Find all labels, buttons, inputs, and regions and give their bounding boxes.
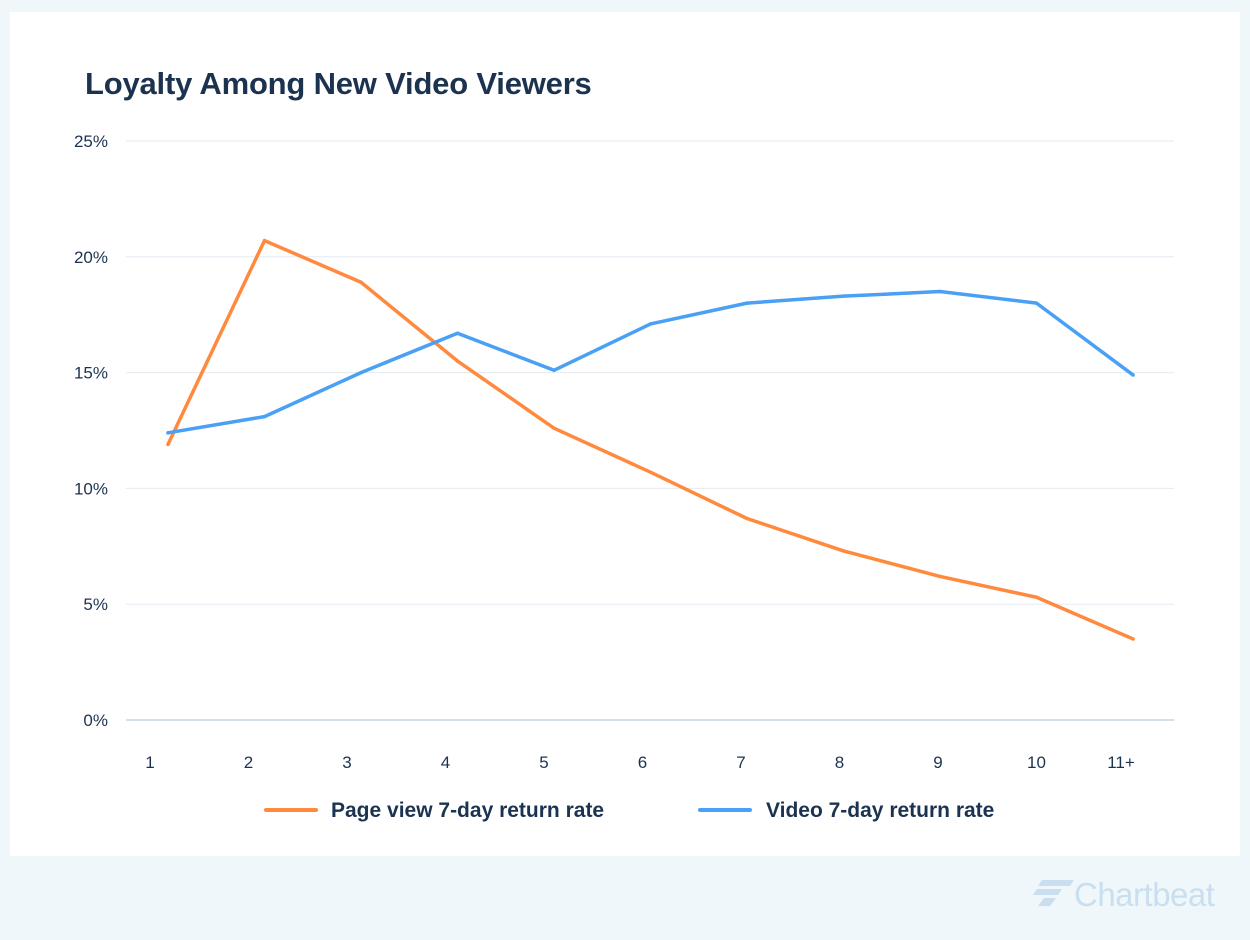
page-view-data-point: [1034, 595, 1039, 600]
page-view-data-point: [1131, 637, 1135, 641]
video-data-point: [455, 331, 460, 335]
x-axis-tick-labels: 1 2 3 4 5 6 7 8 9 10 11+: [145, 753, 1135, 772]
video-data-point: [1034, 301, 1039, 305]
page-view-data-point: [552, 426, 556, 430]
legend-label: Page view 7-day return rate: [331, 799, 604, 822]
page-view-data-point: [938, 574, 942, 579]
x-tick-label: 4: [441, 753, 450, 772]
x-tick-label: 8: [835, 753, 844, 772]
x-tick-label: 6: [638, 753, 647, 772]
video-data-point: [938, 289, 942, 294]
video-data-point: [262, 414, 267, 419]
x-tick-label: 7: [736, 753, 745, 772]
chart-title: Loyalty Among New Video Viewers: [85, 66, 592, 101]
page-view-data-point: [841, 549, 846, 553]
series-lines: [166, 238, 1135, 641]
video-data-point: [552, 368, 556, 373]
x-tick-label: 11+: [1107, 753, 1135, 772]
legend: Page view 7-day return rate Video 7-day r…: [264, 799, 994, 822]
video-data-point: [841, 294, 846, 298]
video-data-point: [1131, 373, 1135, 377]
y-tick-label: 10%: [74, 479, 108, 498]
x-tick-label: 3: [342, 753, 351, 772]
video-data-point: [359, 370, 363, 375]
page-view-data-point: [745, 516, 749, 521]
video-return-rate-line: [166, 289, 1135, 435]
x-tick-label: 9: [933, 753, 942, 772]
gridlines: [126, 140, 1174, 721]
chart-card: Loyalty Among New Video Viewers: [10, 12, 1240, 856]
chartbeat-logo-icon: [1033, 880, 1074, 906]
y-tick-label: 20%: [74, 248, 108, 267]
y-tick-label: 5%: [83, 595, 108, 614]
page-view-data-point: [166, 442, 170, 447]
video-data-point: [166, 431, 170, 435]
video-data-point: [745, 301, 749, 305]
x-tick-label: 1: [145, 753, 154, 772]
y-tick-label: 15%: [74, 364, 108, 383]
page-view-data-point: [359, 280, 363, 285]
video-data-point: [648, 322, 653, 326]
y-tick-label: 25%: [74, 132, 108, 151]
x-tick-label: 10: [1027, 753, 1046, 772]
x-tick-label: 2: [244, 753, 253, 772]
x-tick-label: 5: [539, 753, 548, 772]
page-view-data-point: [648, 470, 653, 474]
page-view-data-point: [455, 359, 460, 363]
page-view-data-point: [262, 238, 267, 243]
y-tick-label: 0%: [83, 711, 108, 730]
y-axis-tick-labels: 0% 5% 10% 15% 20% 25%: [74, 132, 108, 730]
legend-label: Video 7-day return rate: [766, 799, 994, 822]
page-view-return-rate-line: [166, 238, 1135, 641]
brand-wordmark: Chartbeat: [1074, 876, 1215, 913]
